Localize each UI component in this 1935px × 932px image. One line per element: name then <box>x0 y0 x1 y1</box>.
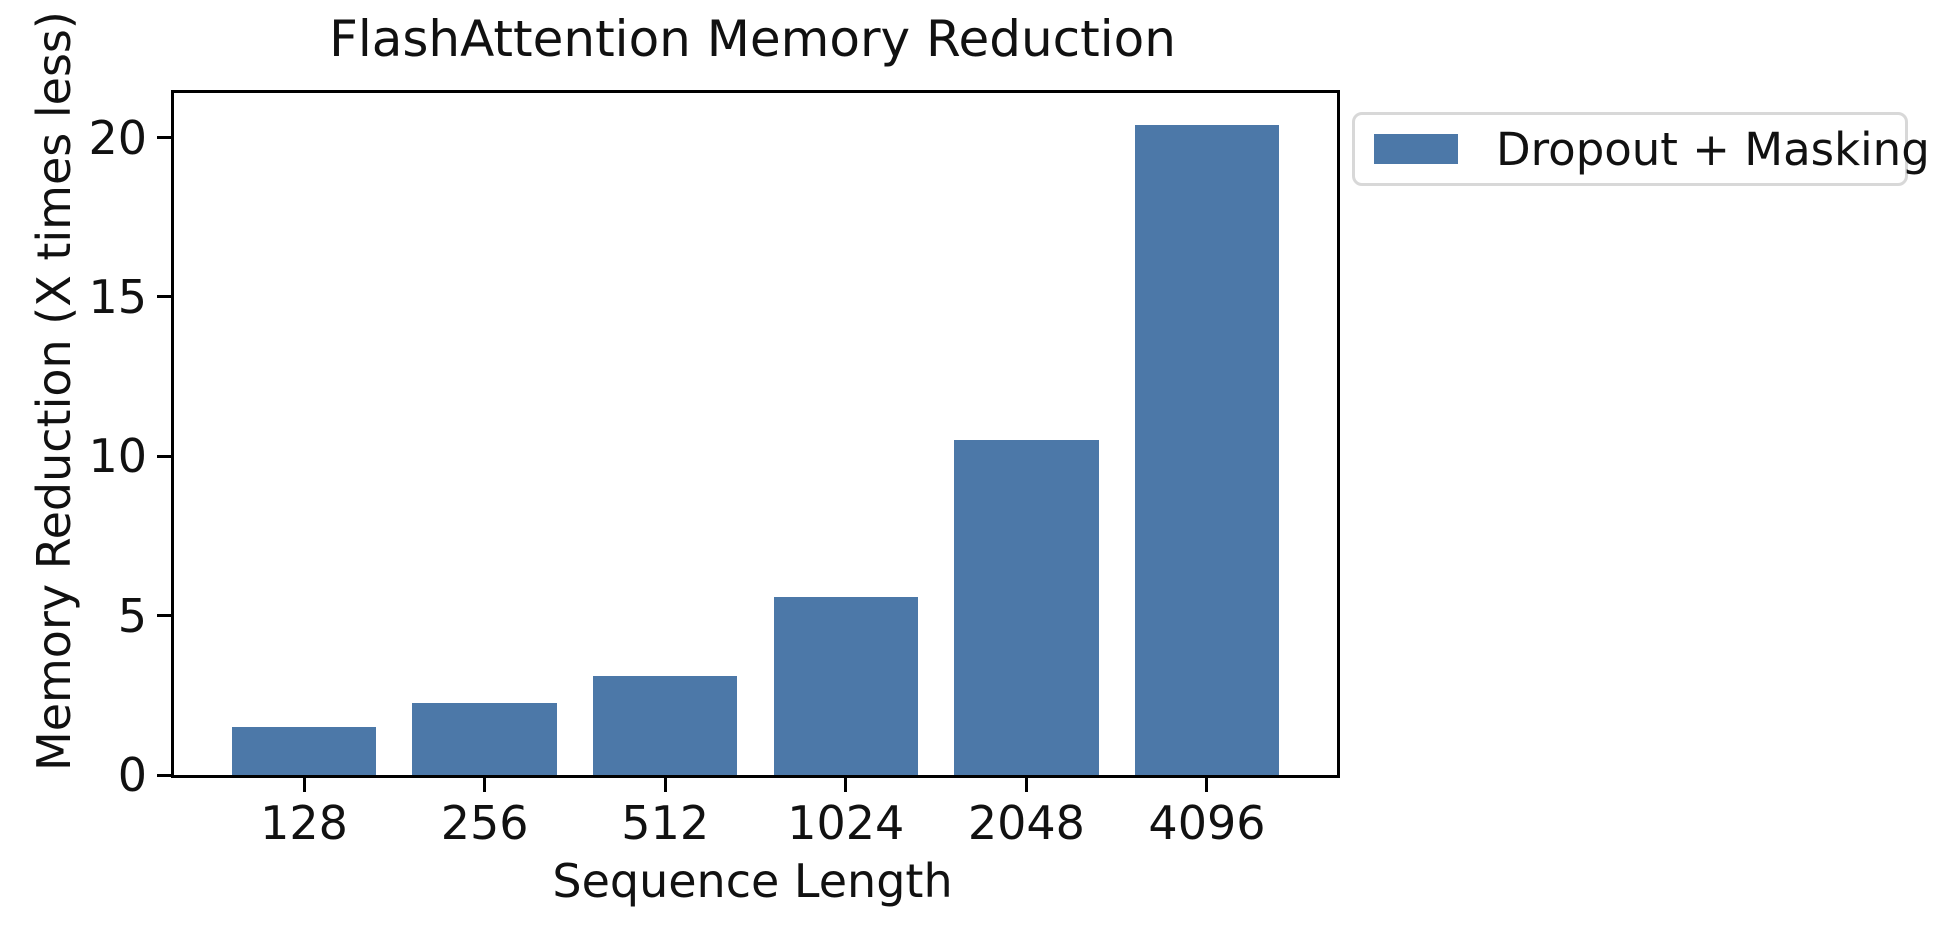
y-tick-label: 0 <box>117 748 147 802</box>
x-tick-label: 256 <box>440 796 529 850</box>
x-tick-mark <box>1205 778 1209 792</box>
y-tick-mark <box>157 136 171 140</box>
y-tick-mark <box>157 773 171 777</box>
y-tick-label: 15 <box>88 269 147 324</box>
legend-swatch <box>1374 134 1458 164</box>
x-axis-label: Sequence Length <box>552 854 953 908</box>
y-tick-label: 5 <box>117 588 147 643</box>
x-tick-mark <box>1024 778 1028 792</box>
bar-4096 <box>1134 124 1280 775</box>
legend-label: Dropout + Masking <box>1496 122 1930 176</box>
x-tick-label: 2048 <box>967 796 1085 850</box>
x-tick-label: 1024 <box>787 796 905 850</box>
bar-128 <box>231 727 377 775</box>
bar-1024 <box>773 596 919 775</box>
plot-area <box>171 90 1340 778</box>
y-tick-mark <box>157 454 171 458</box>
y-tick-label: 10 <box>88 429 147 484</box>
x-tick-mark <box>663 778 667 792</box>
x-tick-mark <box>483 778 487 792</box>
chart-title: FlashAttention Memory Reduction <box>329 10 1176 68</box>
y-tick-mark <box>157 614 171 618</box>
bar-512 <box>592 676 738 775</box>
x-tick-mark <box>844 778 848 792</box>
legend: Dropout + Masking <box>1352 112 1930 186</box>
x-tick-mark <box>302 778 306 792</box>
y-tick-label: 20 <box>88 110 147 165</box>
x-tick-label: 4096 <box>1148 796 1266 850</box>
x-tick-label: 128 <box>260 796 348 850</box>
y-tick-mark <box>157 295 171 299</box>
bar-256 <box>412 703 557 775</box>
y-axis-label: Memory Reduction (X times less) <box>27 11 81 771</box>
bar-2048 <box>954 440 1099 775</box>
x-tick-label: 512 <box>621 796 710 850</box>
